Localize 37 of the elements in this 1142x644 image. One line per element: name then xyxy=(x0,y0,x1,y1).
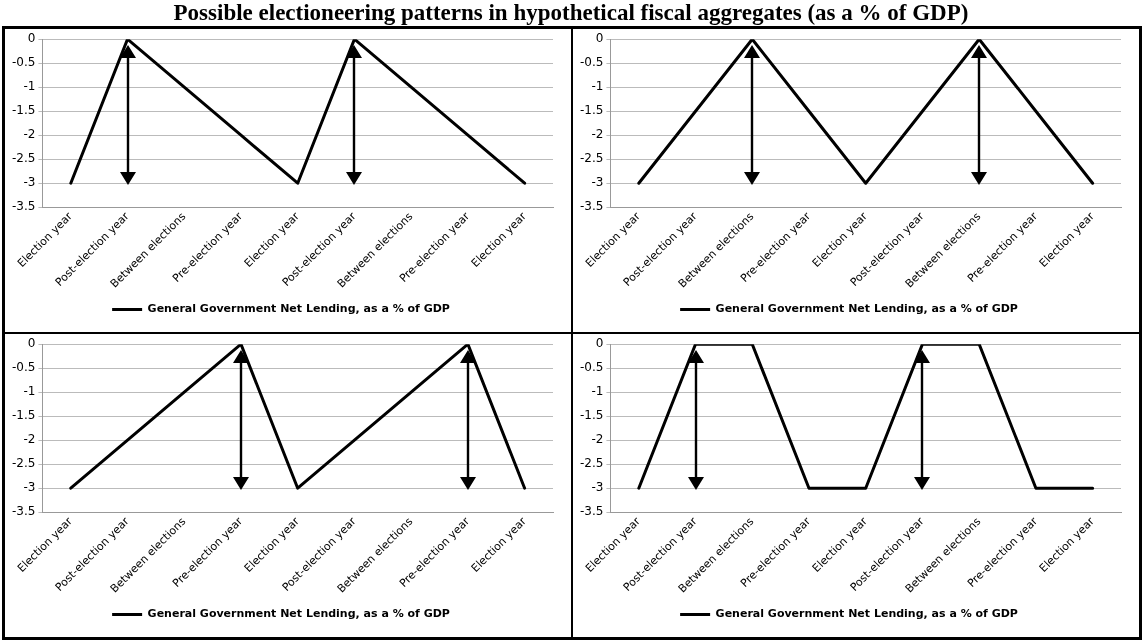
y-tick-label: -0.5 xyxy=(11,360,36,375)
y-tick-label: -1 xyxy=(23,79,36,94)
y-tick-label: -1 xyxy=(591,79,604,94)
y-tick-label: -3 xyxy=(23,175,36,190)
legend-label: General Government Net Lending, as a % of GDP xyxy=(715,607,1018,621)
y-tick-label: -0.5 xyxy=(579,360,604,375)
y-tick-label: -2.5 xyxy=(11,456,36,471)
y-tick-label: -0.5 xyxy=(579,55,604,70)
legend-label: General Government Net Lending, as a % of GDP xyxy=(147,302,450,316)
y-tick-label: -2 xyxy=(23,127,36,142)
y-tick-label: -2 xyxy=(591,432,604,447)
y-tick-label: -3.5 xyxy=(579,199,604,214)
y-tick-label: -2.5 xyxy=(11,151,36,166)
y-tick-label: -1.5 xyxy=(579,103,604,118)
legend-label: General Government Net Lending, as a % of GDP xyxy=(715,302,1018,316)
y-tick-label: -2.5 xyxy=(579,151,604,166)
legend-label: General Government Net Lending, as a % of GDP xyxy=(147,607,450,621)
y-tick-label: 0 xyxy=(595,336,604,351)
y-tick-label: -3.5 xyxy=(11,199,36,214)
chart-title: Possible electioneering patterns in hypothetical fiscal aggregates (as a % of GDP) xyxy=(172,0,970,26)
y-tick-label: 0 xyxy=(595,31,604,46)
y-tick-label: -1 xyxy=(23,384,36,399)
y-tick-label: 0 xyxy=(27,31,36,46)
y-tick-label: -2 xyxy=(23,432,36,447)
y-tick-label: -3.5 xyxy=(11,504,36,519)
y-tick-label: -0.5 xyxy=(11,55,36,70)
y-tick-label: -1 xyxy=(591,384,604,399)
y-tick-label: -1.5 xyxy=(11,103,36,118)
y-tick-label: -1.5 xyxy=(579,408,604,423)
y-tick-label: -3 xyxy=(23,480,36,495)
y-tick-label: -3.5 xyxy=(579,504,604,519)
y-tick-label: 0 xyxy=(27,336,36,351)
y-tick-label: -3 xyxy=(591,175,604,190)
y-tick-label: -3 xyxy=(591,480,604,495)
y-tick-label: -2.5 xyxy=(579,456,604,471)
y-tick-label: -2 xyxy=(591,127,604,142)
y-tick-label: -1.5 xyxy=(11,408,36,423)
